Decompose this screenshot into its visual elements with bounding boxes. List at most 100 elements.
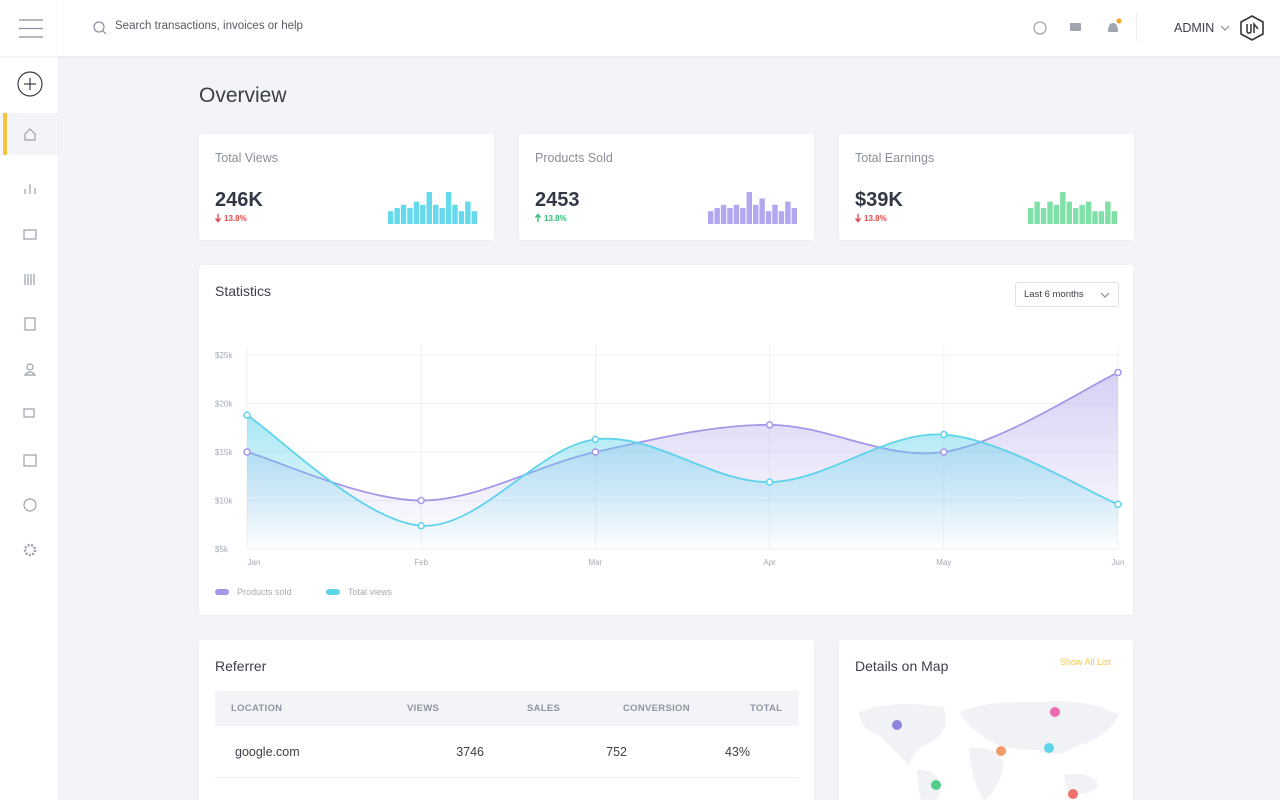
spark-bar — [420, 204, 426, 224]
change-arrow — [854, 214, 862, 223]
notifications-icon[interactable] — [1108, 23, 1118, 32]
spark-bar — [714, 208, 720, 224]
data-point — [940, 448, 948, 456]
spark-bar — [1073, 208, 1079, 224]
top-bar: Search transactions, invoices or help AD… — [58, 0, 1280, 56]
map-pin[interactable] — [931, 780, 941, 790]
referrer-card: Referrer LOCATION VIEWS SALES CONVERSION TOT… — [199, 640, 814, 800]
column-header: SALES — [527, 703, 561, 714]
statistics-card: Statistics Last 6 months $5k $10k $15k $20k… — [199, 265, 1133, 615]
settings-icon[interactable] — [23, 543, 37, 557]
stats-icon[interactable] — [24, 184, 36, 194]
data-point — [765, 421, 774, 429]
row-divider — [215, 777, 799, 778]
x-tick-label: Apr — [763, 558, 776, 567]
map-pin[interactable] — [996, 746, 1006, 756]
period-select-value: Last 6 months — [1024, 289, 1084, 300]
column-header: CONVERSION — [623, 703, 690, 714]
statistics-chart: $5k $10k $15k $20k $25k Jan Feb Mar Apr May Jun Pro… — [215, 345, 1125, 597]
user-icon[interactable] — [23, 363, 37, 376]
calendar-icon[interactable] — [23, 454, 37, 467]
user-menu[interactable]: ADMIN — [1174, 21, 1215, 35]
spark-bar — [1111, 211, 1117, 224]
legend-label: Products sold — [237, 587, 292, 597]
table-cell: 3746 — [456, 745, 484, 759]
spark-bar — [791, 208, 797, 224]
spark-bar — [407, 208, 413, 224]
spark-bar — [740, 208, 746, 224]
spark-bar — [439, 208, 445, 224]
card-change: 13.8% — [224, 214, 247, 223]
map-pin[interactable] — [1068, 789, 1078, 799]
data-point — [417, 496, 425, 505]
logo — [1240, 15, 1264, 41]
spark-bar — [400, 204, 407, 224]
card-value: 2453 — [535, 189, 580, 211]
sparkline — [708, 192, 797, 224]
arrow — [854, 214, 862, 223]
card-change: 13.8% — [864, 214, 887, 223]
referrer-title: Referrer — [215, 658, 267, 674]
statistics-title: Statistics — [215, 283, 272, 299]
column-header: TOTAL — [750, 703, 783, 714]
add-button[interactable] — [17, 71, 43, 97]
data-point — [591, 448, 600, 456]
language-icon[interactable] — [1033, 21, 1047, 35]
search-input[interactable]: Search transactions, invoices or help — [115, 20, 303, 32]
spark-bar — [753, 204, 759, 224]
data-point — [940, 430, 948, 439]
sparkline — [388, 192, 477, 224]
card-change: 13.8% — [544, 214, 567, 223]
card-label: Products Sold — [535, 151, 613, 165]
summary-card: Products Sold 2453 13.8% — [519, 134, 814, 240]
spark-bar — [394, 208, 400, 224]
x-tick-label: Jun — [1112, 558, 1125, 567]
menu-button[interactable] — [19, 19, 43, 38]
globe-icon[interactable] — [23, 498, 37, 512]
card-label: Total Earnings — [855, 151, 935, 165]
mail-icon[interactable] — [23, 229, 37, 240]
map-pin[interactable] — [1050, 707, 1060, 717]
spark-bar — [426, 192, 432, 224]
spark-bar — [1085, 201, 1092, 224]
series-line — [246, 414, 1119, 527]
data-point — [1114, 368, 1122, 377]
arrow — [534, 213, 542, 222]
x-tick-label: May — [936, 558, 951, 567]
map-pin[interactable] — [892, 720, 902, 730]
spark-bar — [1034, 201, 1040, 224]
spark-bar — [720, 204, 727, 224]
spark-bar — [388, 211, 394, 224]
invoice-icon[interactable] — [24, 317, 36, 331]
header-icons — [1033, 18, 1122, 35]
chat-icon[interactable] — [23, 408, 35, 418]
spark-bar — [1066, 201, 1072, 224]
spark-bar — [458, 211, 465, 224]
map-title: Details on Map — [855, 658, 949, 674]
barcode-icon[interactable] — [24, 274, 35, 285]
search-icon — [93, 21, 107, 35]
card-value: 246K — [215, 189, 263, 211]
spark-bar — [772, 204, 778, 224]
home-icon[interactable] — [24, 128, 36, 141]
spark-bar — [452, 204, 458, 224]
spark-bar — [465, 201, 471, 224]
map-pin[interactable] — [1044, 743, 1054, 753]
period-select[interactable]: Last 6 months — [1015, 282, 1119, 307]
spark-bar — [733, 204, 740, 224]
x-tick-label: Feb — [414, 558, 428, 567]
spark-bar — [727, 208, 733, 224]
table-cell: 752 — [606, 745, 627, 759]
map-card: Details on Map Show All List — [839, 640, 1133, 800]
change-arrow — [214, 214, 222, 223]
show-all-link[interactable]: Show All List — [1060, 657, 1112, 667]
x-tick-label: Jan — [248, 558, 261, 567]
data-point — [1114, 500, 1122, 509]
legend-swatch — [215, 589, 229, 595]
sidebar — [0, 0, 59, 800]
chevron — [1100, 292, 1110, 298]
spark-bar — [1053, 204, 1060, 224]
messages-icon[interactable] — [1070, 23, 1081, 31]
